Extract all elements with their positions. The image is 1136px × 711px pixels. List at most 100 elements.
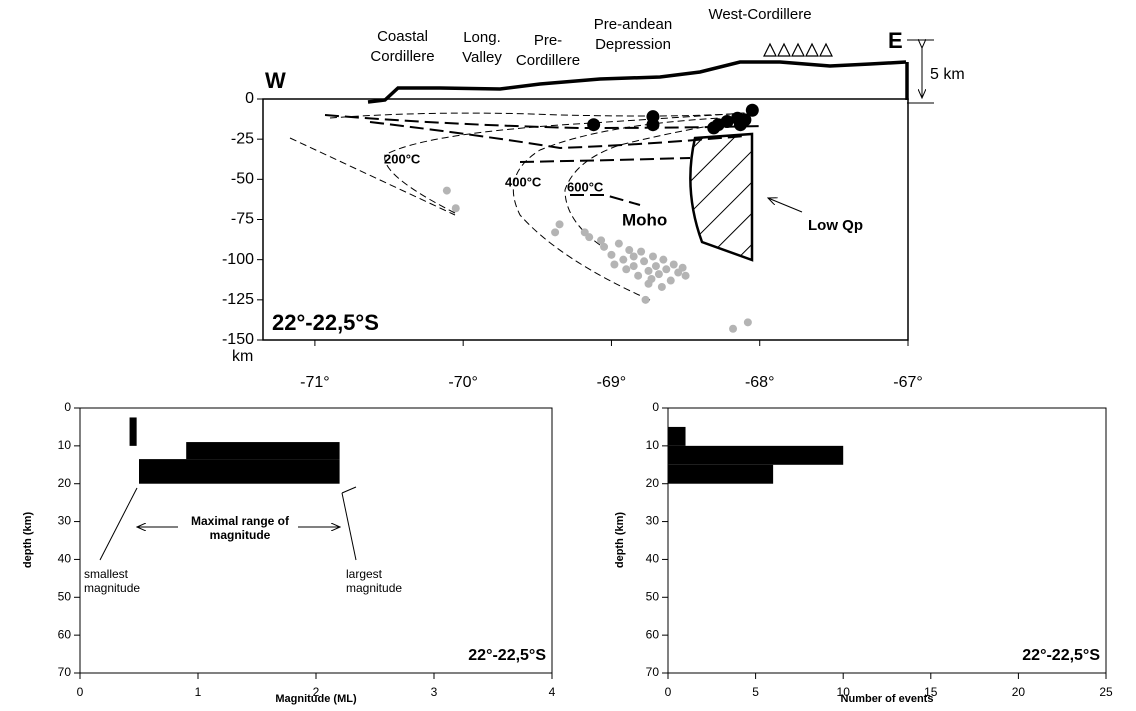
side-label: W xyxy=(265,68,286,93)
pointer xyxy=(341,492,357,561)
scale-label: 5 km xyxy=(930,66,965,83)
y-tick-label: -50 xyxy=(231,171,254,188)
isotherm-label: 200°C xyxy=(384,151,421,166)
y-tick-label: 20 xyxy=(646,476,660,490)
side-label: E xyxy=(888,28,903,53)
y-axis-label: depth (km) xyxy=(22,512,34,569)
region-label: Coastal Cordillere xyxy=(370,28,435,65)
point xyxy=(625,246,634,255)
y-unit: km xyxy=(232,348,253,365)
bar xyxy=(668,426,686,446)
point xyxy=(666,276,675,285)
y-tick-label: 50 xyxy=(58,589,72,603)
range-bar xyxy=(186,442,340,460)
point xyxy=(640,257,649,266)
y-axis-label: depth (km) xyxy=(614,512,626,569)
point xyxy=(657,282,666,291)
point xyxy=(678,263,687,272)
y-tick-label: 0 xyxy=(64,400,71,414)
point xyxy=(614,239,623,248)
y-tick-label: 30 xyxy=(58,514,72,528)
point xyxy=(659,255,668,264)
point xyxy=(442,186,451,195)
moho-label: Moho xyxy=(622,210,667,229)
x-axis-label: Number of events xyxy=(841,693,934,705)
x-tick-label: -70° xyxy=(448,374,478,391)
point xyxy=(607,250,616,259)
y-tick-label: 60 xyxy=(58,627,72,641)
y-tick-label: -100 xyxy=(222,251,254,268)
y-tick-label: 40 xyxy=(646,552,660,566)
point xyxy=(629,262,638,271)
x-axis-label: Magnitude (ML) xyxy=(275,693,357,705)
y-tick-label: 50 xyxy=(646,589,660,603)
low-q-region xyxy=(689,132,754,262)
point xyxy=(644,266,653,275)
point xyxy=(551,228,560,237)
x-tick-label: 25 xyxy=(1099,685,1113,699)
x-tick-label: 20 xyxy=(1012,685,1026,699)
point xyxy=(729,324,738,333)
point xyxy=(619,255,628,264)
point xyxy=(651,262,660,271)
x-tick-label: -69° xyxy=(597,374,627,391)
x-tick-label: -68° xyxy=(745,374,775,391)
point xyxy=(585,233,594,242)
y-tick-label: -125 xyxy=(222,291,254,308)
x-tick-label: -71° xyxy=(300,374,330,391)
y-tick-label: 0 xyxy=(652,400,659,414)
point xyxy=(681,271,690,280)
region-label: Long. Valley xyxy=(462,29,502,66)
annotation: largest magnitude xyxy=(346,567,403,595)
x-tick-label: 3 xyxy=(431,685,438,699)
y-tick-label: 70 xyxy=(646,665,660,679)
isotherm-label: 600°C xyxy=(567,179,604,194)
topography xyxy=(367,60,907,104)
point xyxy=(597,236,606,245)
x-tick-label: -67° xyxy=(893,374,923,391)
point xyxy=(745,103,759,117)
x-tick-label: 0 xyxy=(665,685,672,699)
pointer xyxy=(341,486,357,494)
low-q-arrow xyxy=(768,198,803,213)
point xyxy=(644,279,653,288)
low-q-label: Low Qp xyxy=(808,217,863,234)
y-tick-label: -150 xyxy=(222,331,254,348)
range-bar xyxy=(139,459,340,484)
pointer xyxy=(99,487,138,561)
y-tick-label: 20 xyxy=(58,476,72,490)
point xyxy=(641,295,650,304)
point xyxy=(451,204,460,213)
point xyxy=(622,265,631,274)
point xyxy=(662,265,671,274)
x-tick-label: 1 xyxy=(195,685,202,699)
plot-frame xyxy=(667,407,1107,674)
point xyxy=(629,252,638,261)
region-label: Pre-Cordillere xyxy=(515,32,581,69)
point xyxy=(634,271,643,280)
point xyxy=(555,220,564,229)
isotherm-label: 400°C xyxy=(505,174,542,189)
annotation: smallest magnitude xyxy=(84,567,141,595)
x-tick-label: 2 xyxy=(313,685,320,699)
annotation: Maximal range of magnitude xyxy=(190,514,290,542)
y-tick-label: 30 xyxy=(646,514,660,528)
point xyxy=(610,260,619,269)
panel-title: 22°-22,5°S xyxy=(1022,647,1100,664)
bar xyxy=(668,445,844,465)
y-tick-label: 40 xyxy=(58,552,72,566)
point xyxy=(648,252,657,261)
y-tick-label: 0 xyxy=(245,90,254,107)
y-tick-label: 70 xyxy=(58,665,72,679)
point xyxy=(587,118,601,132)
y-tick-label: 10 xyxy=(58,438,72,452)
point xyxy=(743,318,752,327)
x-tick-label: 4 xyxy=(549,685,556,699)
region-label: Pre-andean Depression xyxy=(593,16,673,53)
y-tick-label: -25 xyxy=(231,130,254,147)
point xyxy=(646,118,660,132)
panel-title: 22°-22,5°S xyxy=(272,310,379,335)
bar xyxy=(668,464,774,484)
